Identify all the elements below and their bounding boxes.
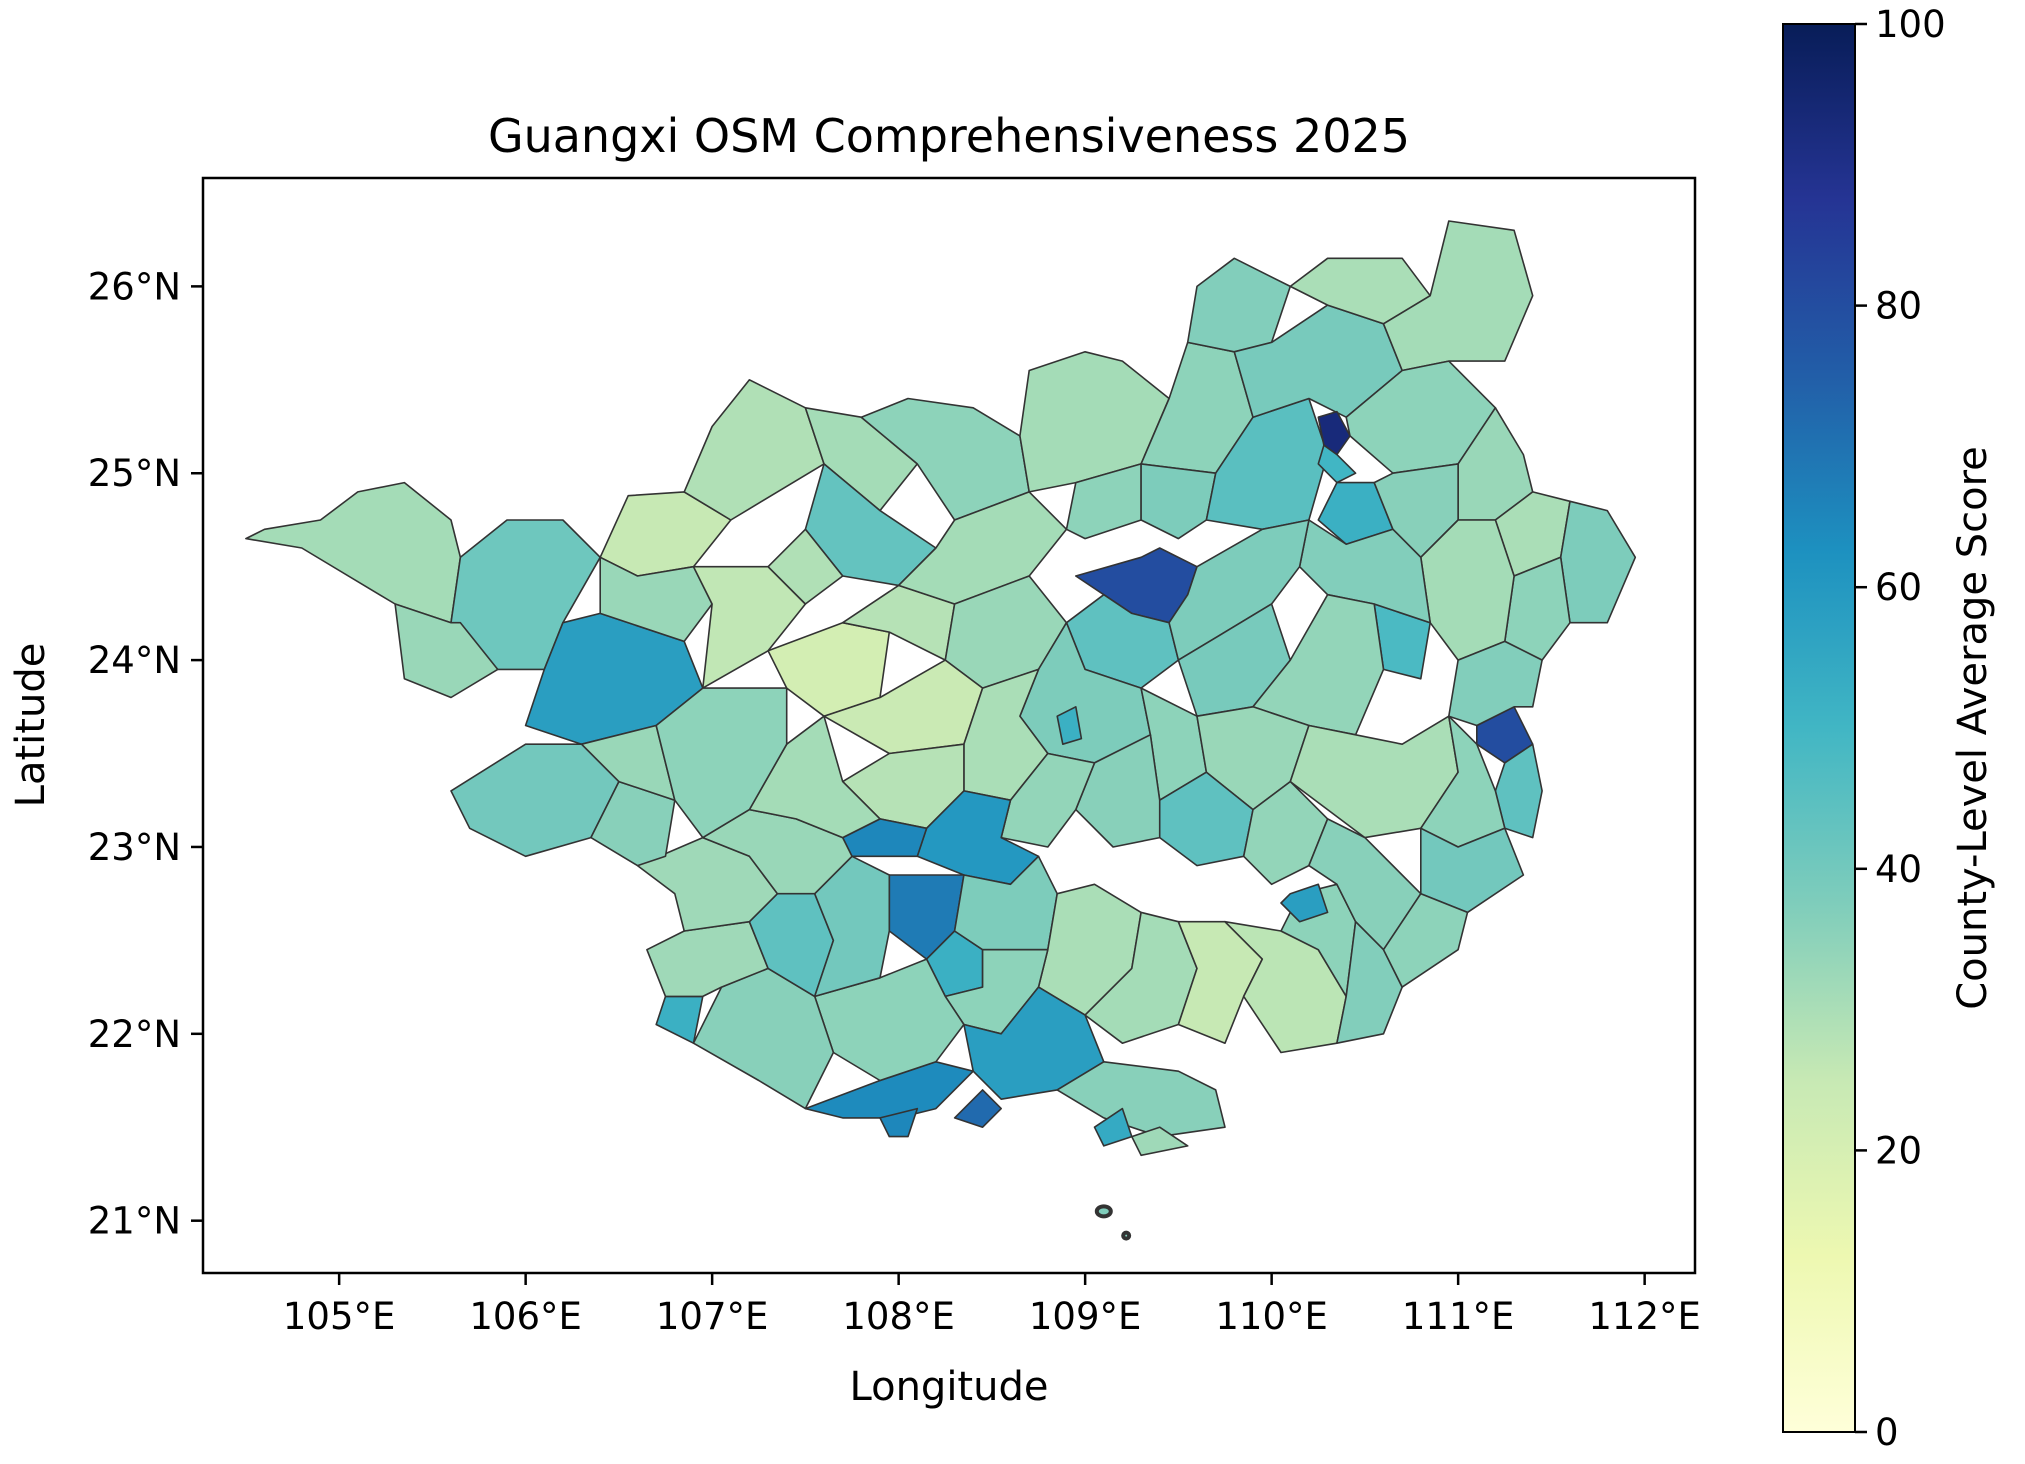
x-tick-label: 110°E	[1215, 1295, 1328, 1338]
map-layer	[245, 220, 1637, 1241]
county-far-west	[245, 481, 462, 624]
colorbar	[1782, 23, 1856, 1433]
county-jingxi	[590, 780, 676, 867]
y-tick-label: 23°N	[88, 826, 181, 869]
y-tick-label: 22°N	[88, 1013, 181, 1056]
county-dongxing-a	[879, 1107, 919, 1138]
county-beihai-c	[1131, 1126, 1189, 1157]
county-east-d	[1559, 500, 1637, 624]
colorbar-tick-label: 20	[1875, 1129, 1922, 1172]
county-tianyang	[655, 687, 788, 839]
colorbar-tick-label: 40	[1875, 848, 1922, 891]
county-central-w-d	[767, 528, 844, 605]
county-longlin	[394, 603, 499, 699]
x-tick-label: 109°E	[1029, 1295, 1142, 1338]
y-tick-label: 21°N	[88, 1200, 181, 1243]
county-yulin-c	[1280, 883, 1329, 923]
x-axis-ticks: 105°E 106°E 107°E 108°E 109°E 110°E 111°E 112°E	[283, 1273, 1701, 1338]
x-tick-label: 105°E	[283, 1295, 396, 1338]
x-axis-label: Longitude	[850, 1364, 1049, 1410]
county-central-a	[897, 491, 1068, 605]
x-tick-label: 106°E	[469, 1295, 582, 1338]
island-1	[1094, 1204, 1113, 1219]
x-tick-label: 112°E	[1588, 1295, 1701, 1338]
y-tick-label: 26°N	[88, 265, 181, 308]
county-pingxiang	[655, 995, 704, 1044]
x-tick-label: 111°E	[1402, 1295, 1515, 1338]
county-north-c	[683, 379, 825, 521]
county-fangcheng-city	[953, 1089, 1002, 1128]
county-fusui	[813, 855, 891, 998]
x-tick-label: 107°E	[656, 1295, 769, 1338]
colorbar-ticks: 0 20 40 60 80 100	[1855, 3, 1946, 1454]
colorbar-label: County-Level Average Score	[1950, 446, 1996, 1010]
county-east-i	[1448, 640, 1543, 727]
county-tiandeng	[748, 715, 881, 839]
county-east-f	[1420, 519, 1515, 661]
county-bobai	[1382, 892, 1469, 988]
county-small-blue	[1056, 706, 1083, 745]
colorbar-tick-label: 80	[1875, 285, 1922, 328]
colorbar-tick-label: 100	[1875, 3, 1946, 46]
county-north-i	[1065, 463, 1142, 540]
county-shangsi	[813, 958, 965, 1082]
chart-title: Guangxi OSM Comprehensiveness 2025	[488, 109, 1410, 163]
colorbar-tick-label: 60	[1875, 566, 1922, 609]
y-axis-ticks: 21°N 22°N 23°N 24°N 25°N 26°N	[88, 265, 203, 1243]
county-northeast-b	[1382, 220, 1534, 372]
y-axis-label: Latitude	[8, 643, 54, 808]
county-guilin-city	[1317, 410, 1351, 456]
x-tick-label: 108°E	[842, 1295, 955, 1338]
colorbar-tick-label: 0	[1875, 1411, 1899, 1454]
y-tick-label: 25°N	[88, 452, 181, 495]
county-east-h	[1298, 519, 1431, 624]
island-2	[1121, 1230, 1132, 1241]
county-north-h	[1186, 257, 1292, 353]
county-north-j	[1140, 463, 1217, 540]
y-tick-label: 24°N	[88, 639, 181, 682]
county-guilin-a	[1317, 444, 1357, 484]
plot-frame	[201, 176, 1697, 1275]
